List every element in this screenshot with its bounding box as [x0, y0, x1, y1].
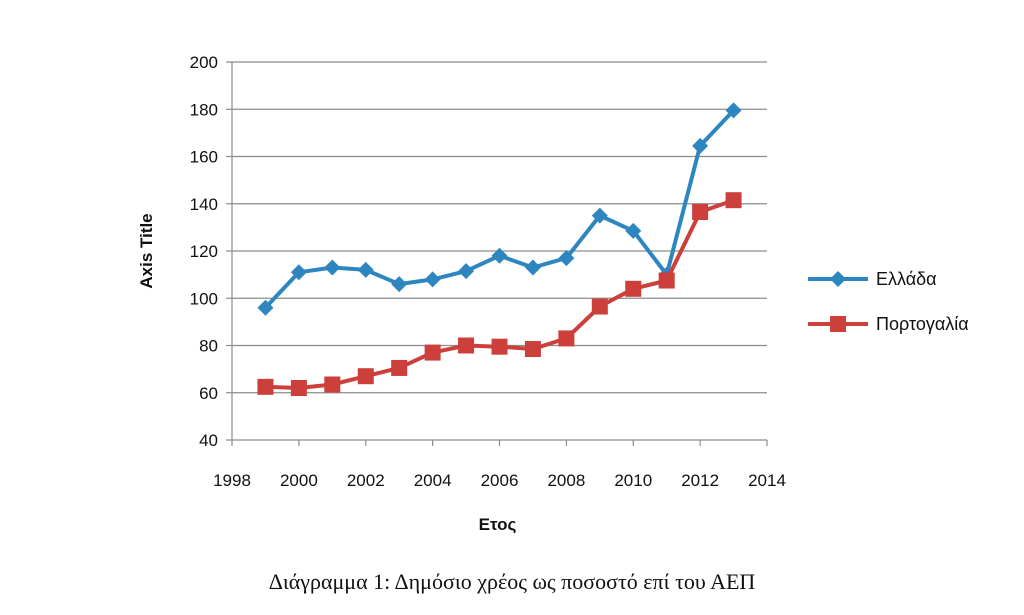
x-tick-label: 1998 [213, 471, 251, 490]
data-point [391, 276, 408, 293]
data-point [357, 368, 374, 385]
data-point [257, 378, 274, 395]
data-point [458, 263, 475, 280]
data-point [591, 207, 608, 224]
legend-label: Ελλάδα [876, 269, 937, 289]
data-point [524, 341, 541, 358]
x-tick-label: 2008 [547, 471, 585, 490]
x-axis-title: Ετος [479, 515, 517, 534]
data-point [424, 344, 441, 361]
data-point [424, 271, 441, 288]
figure-caption: Διάγραμμα 1: Δημόσιο χρέος ως ποσοστό επ… [269, 569, 756, 594]
legend-marker [830, 316, 846, 332]
y-tick-label: 140 [190, 195, 218, 214]
y-tick-labels: 40 60 80 100 120 140 160 180 200 [190, 53, 218, 450]
data-point [625, 280, 642, 297]
data-point [290, 264, 307, 281]
y-tick-label: 200 [190, 53, 218, 72]
axes [226, 61, 768, 446]
y-tick-label: 60 [199, 384, 218, 403]
x-tick-label: 2010 [614, 471, 652, 490]
x-tick-label: 2014 [748, 471, 786, 490]
y-tick-label: 80 [199, 337, 218, 356]
y-tick-label: 100 [190, 289, 218, 308]
x-tick-label: 2012 [681, 471, 719, 490]
data-point [324, 259, 341, 276]
data-point [591, 298, 608, 315]
x-tick-label: 2000 [280, 471, 318, 490]
data-point [692, 204, 709, 221]
data-point [658, 272, 675, 289]
data-point [524, 259, 541, 276]
data-point [491, 338, 508, 355]
y-tick-label: 160 [190, 148, 218, 167]
series-line [265, 198, 735, 390]
x-tick-label: 2004 [414, 471, 452, 490]
data-point [725, 102, 742, 119]
data-point [324, 376, 341, 393]
y-axis-title: Axis Title [137, 213, 156, 288]
data-point [290, 380, 307, 397]
data-point [625, 222, 642, 239]
data-point [391, 359, 408, 376]
legend-item: Πορτογαλία [808, 314, 969, 334]
data-point [257, 299, 274, 316]
y-tick-label: 180 [190, 100, 218, 119]
y-tick-label: 40 [199, 431, 218, 450]
data-point [357, 261, 374, 278]
legend: Ελλάδα Πορτογαλία [808, 269, 969, 334]
data-point [558, 330, 575, 347]
x-tick-label: 2006 [481, 471, 519, 490]
x-tick-labels: 1998 2000 2002 2004 2006 2008 2010 2012 2014 [213, 471, 786, 490]
x-tick-label: 2002 [347, 471, 385, 490]
legend-item: Ελλάδα [808, 269, 937, 289]
legend-label: Πορτογαλία [876, 314, 969, 334]
data-point [725, 192, 742, 209]
data-point [558, 250, 575, 267]
series-2 [257, 192, 742, 397]
y-tick-label: 120 [190, 242, 218, 261]
data-point [491, 247, 508, 264]
legend-marker [830, 271, 846, 287]
data-point [458, 337, 475, 354]
series [257, 102, 742, 397]
data-point [692, 137, 709, 154]
